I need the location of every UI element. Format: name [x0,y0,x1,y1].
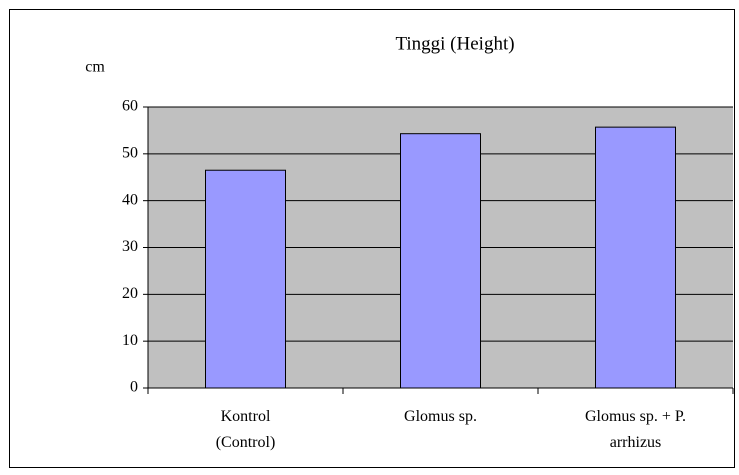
bar [595,126,676,389]
chart-title: Tinggi (Height) [395,33,514,54]
bar [205,169,286,389]
x-tick-label: Kontrol (Control) [215,408,276,451]
y-tick-label: 60 [122,98,138,115]
y-tick-label: 0 [130,379,138,396]
y-tick-label: 30 [122,238,138,255]
y-tick-label: 50 [122,145,138,162]
y-tick-label: 40 [122,191,138,208]
y-tick-label: 20 [122,285,138,302]
x-tick-label: Glomus sp. [404,408,477,425]
y-tick-label: 10 [122,332,138,349]
y-axis-label: cm [85,59,105,76]
bar [400,133,481,389]
x-tick-label: Glomus sp. + P. arrhizus [584,408,687,451]
